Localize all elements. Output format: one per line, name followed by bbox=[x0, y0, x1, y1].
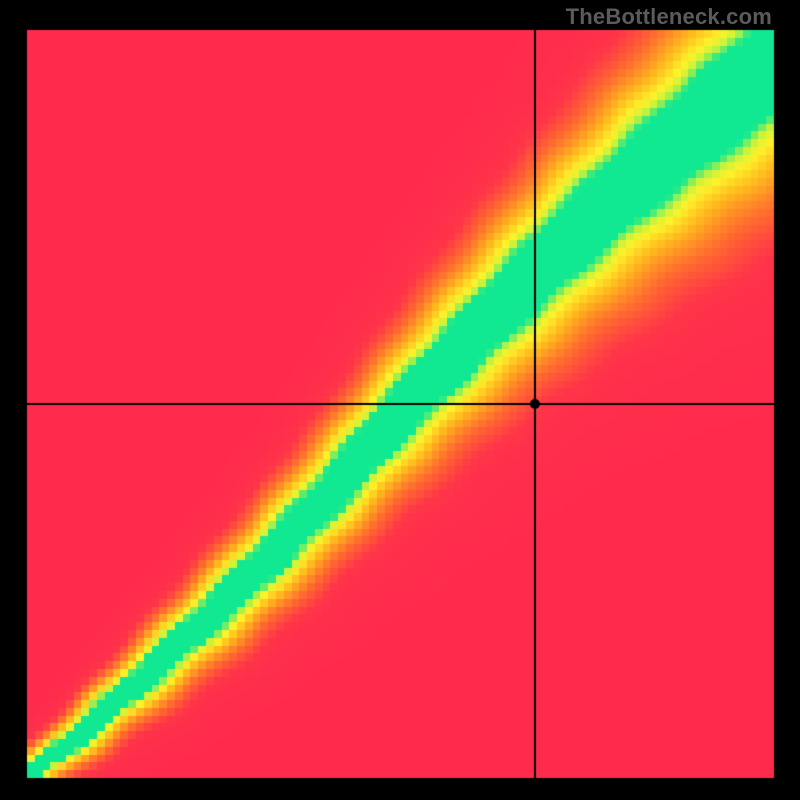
watermark-text: TheBottleneck.com bbox=[566, 4, 772, 30]
chart-container: TheBottleneck.com bbox=[0, 0, 800, 800]
bottleneck-heatmap bbox=[0, 0, 800, 800]
